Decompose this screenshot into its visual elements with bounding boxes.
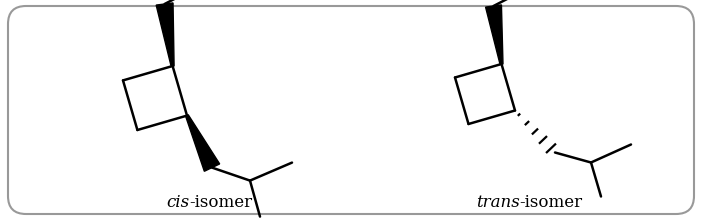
Text: -isomer: -isomer	[190, 194, 253, 211]
FancyBboxPatch shape	[8, 6, 694, 214]
Polygon shape	[185, 115, 220, 171]
Polygon shape	[156, 3, 174, 66]
Text: -isomer: -isomer	[519, 194, 583, 211]
Text: cis: cis	[166, 194, 190, 211]
Polygon shape	[486, 5, 503, 64]
Text: trans: trans	[476, 194, 519, 211]
